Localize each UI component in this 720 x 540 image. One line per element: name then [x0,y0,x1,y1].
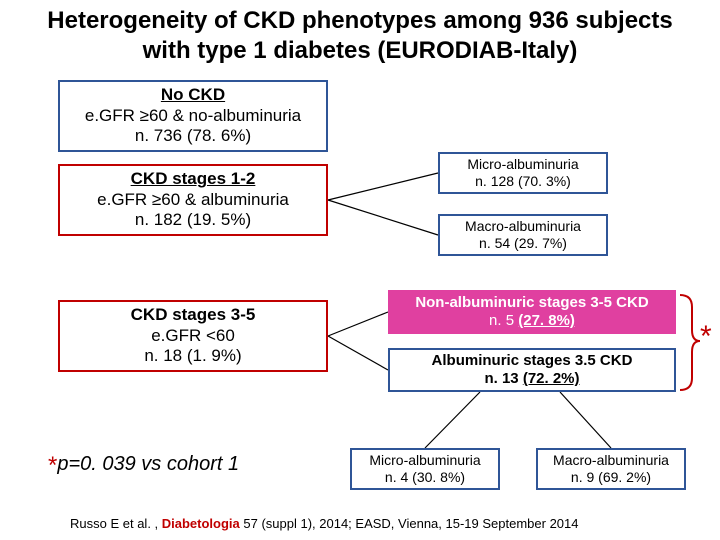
box-nonalb-3-5: Non-albuminuric stages 3-5 CKD n. 5 (27.… [388,290,676,334]
macro54-l2: n. 54 (29. 7%) [479,235,567,252]
macro9-l1: Macro-albuminuria [553,452,669,469]
box-micro-4: Micro-albuminuria n. 4 (30. 8%) [350,448,500,490]
no-ckd-line3: n. 736 (78. 6%) [135,126,251,146]
macro9-l2: n. 9 (69. 2%) [571,469,651,486]
micro128-l2: n. 128 (70. 3%) [475,173,571,190]
alb35-l1: Albuminuric stages 3.5 CKD [432,352,633,369]
no-ckd-heading: No CKD [161,85,225,104]
micro4-l2: n. 4 (30. 8%) [385,469,465,486]
nonalb35-pct: (27. 8%) [518,312,575,329]
ckd12-heading: CKD stages 1-2 [131,169,256,188]
citation-rest: 57 (suppl 1), 2014; EASD, Vienna, 15-19 … [240,516,579,531]
alb35-l2: n. 13 (72. 2%) [484,370,579,388]
nonalb35-l2: n. 5 (27. 8%) [489,312,575,330]
nonalb35-l1: Non-albuminuric stages 3-5 CKD [415,294,648,311]
macro54-l1: Macro-albuminuria [465,218,581,235]
ckd12-line2: e.GFR ≥60 & albuminuria [97,190,289,210]
ckd35-line2: e.GFR <60 [151,326,235,346]
box-macro-54: Macro-albuminuria n. 54 (29. 7%) [438,214,608,256]
box-ckd-1-2: CKD stages 1-2 e.GFR ≥60 & albuminuria n… [58,164,328,236]
citation-journal: Diabetologia [162,516,240,531]
alb35-n: n. 13 [484,370,522,387]
footnote-text: p=0. 039 vs cohort 1 [57,453,239,475]
box-alb-3-5: Albuminuric stages 3.5 CKD n. 13 (72. 2%… [388,348,676,392]
slide-title: Heterogeneity of CKD phenotypes among 93… [0,0,720,68]
citation: Russo E et al. , Diabetologia 57 (suppl … [70,516,579,531]
box-ckd-3-5: CKD stages 3-5 e.GFR <60 n. 18 (1. 9%) [58,300,328,372]
ckd35-line3: n. 18 (1. 9%) [144,346,241,366]
ckd35-heading: CKD stages 3-5 [131,305,256,324]
nonalb35-n: n. 5 [489,312,518,329]
citation-prefix: Russo E et al. , [70,516,162,531]
box-micro-128: Micro-albuminuria n. 128 (70. 3%) [438,152,608,194]
box-no-ckd: No CKD e.GFR ≥60 & no-albuminuria n. 736… [58,80,328,152]
footnote-ast: * [48,452,57,479]
asterisk-red: * [700,320,712,354]
alb35-pct: (72. 2%) [523,370,580,387]
no-ckd-line2: e.GFR ≥60 & no-albuminuria [85,106,301,126]
footnote: *p=0. 039 vs cohort 1 [48,452,239,480]
micro4-l1: Micro-albuminuria [369,452,480,469]
box-macro-9: Macro-albuminuria n. 9 (69. 2%) [536,448,686,490]
micro128-l1: Micro-albuminuria [467,156,578,173]
ckd12-line3: n. 182 (19. 5%) [135,210,251,230]
